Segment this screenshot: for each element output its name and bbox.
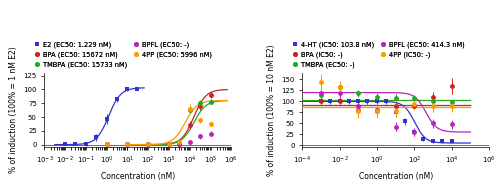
Legend: E2 (EC50: 1.229 nM), BPA (EC50: 15672 nM), TMBPA (EC50: 15733 nM), BPFL (EC50: -: E2 (EC50: 1.229 nM), BPA (EC50: 15672 nM… <box>33 42 212 68</box>
Y-axis label: % of induction (100% = 1 nM E2): % of induction (100% = 1 nM E2) <box>9 47 18 173</box>
Legend: 4-HT (IC50: 103.8 nM), BPA (IC50: -), TMBPA (EC50: -), BPFL (EC50: 414.3 nM), 4P: 4-HT (IC50: 103.8 nM), BPA (IC50: -), TM… <box>290 42 465 68</box>
X-axis label: Concentration (nM): Concentration (nM) <box>359 172 433 181</box>
Y-axis label: % of induction (100% = 10 nM E2): % of induction (100% = 10 nM E2) <box>267 44 276 176</box>
X-axis label: Concentration (nM): Concentration (nM) <box>101 172 175 181</box>
